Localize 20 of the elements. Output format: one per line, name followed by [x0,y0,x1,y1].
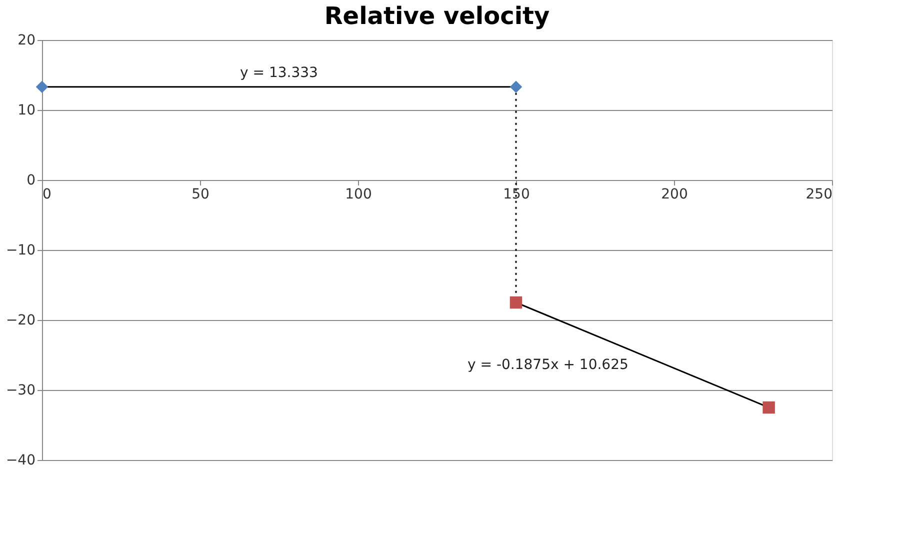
point [36,80,48,94]
x-tick-label: 250 [806,186,832,202]
point [762,401,775,414]
annotation: y = 13.333 [240,64,318,81]
x-tick-label: 150 [503,186,530,202]
y-tick-label: 10 [18,102,36,118]
y-tick-label: 0 [26,172,36,188]
annotation: y = -0.1875x + 10.625 [468,357,628,373]
y-tick-label: −10 [6,242,36,258]
y-tick-label: 20 [18,32,36,48]
x-tick-label: 100 [345,186,372,202]
y-tick-label: −20 [6,312,36,328]
y-tick-label: −40 [6,452,36,468]
x-tick-label: 200 [661,186,688,202]
point [510,80,522,94]
y-tick-label: −30 [6,382,36,398]
chart-title: Relative velocity [324,2,550,30]
x-tick-label: 0 [42,186,52,202]
point [510,296,522,309]
x-tick-label: 50 [192,186,210,202]
